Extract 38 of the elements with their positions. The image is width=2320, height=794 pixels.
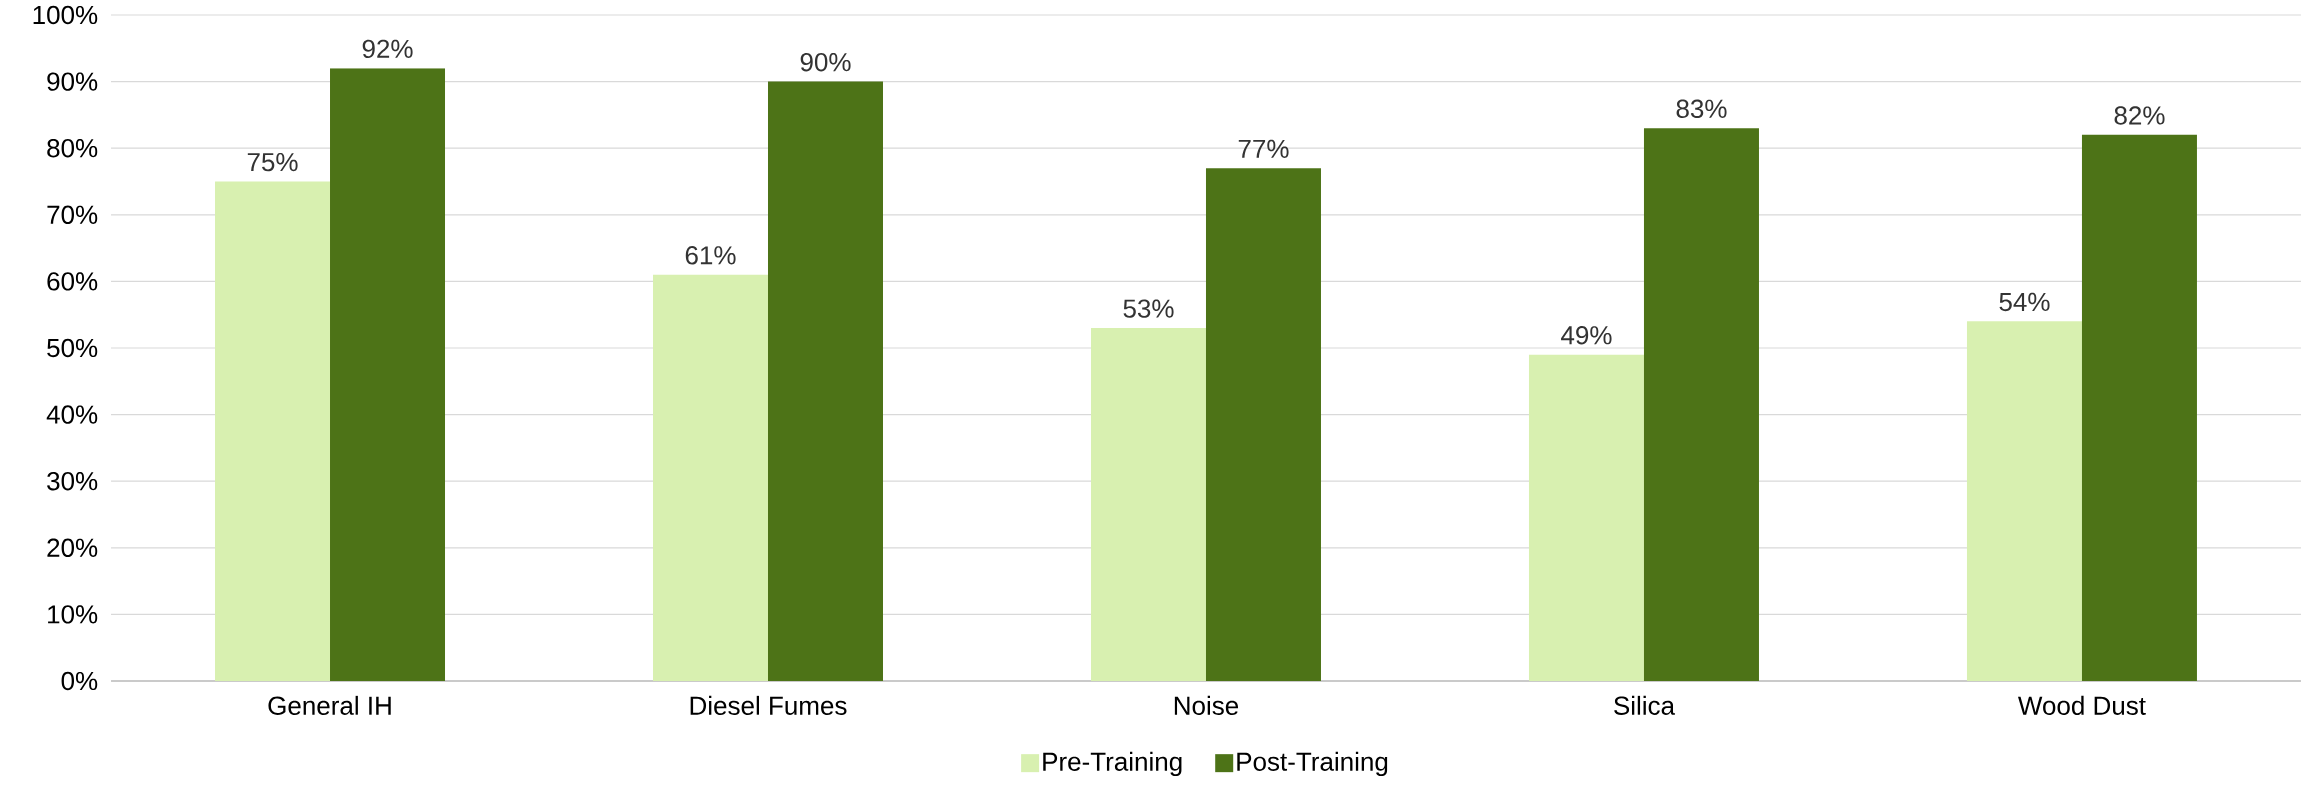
data-label: 49%: [1561, 326, 1612, 345]
bar: [1090, 328, 1206, 681]
y-tick-label: 100%: [33, 5, 98, 25]
y-tick-label: 60%: [47, 272, 98, 291]
data-label: 82%: [2114, 106, 2165, 125]
data-label: 75%: [247, 153, 298, 172]
y-tick-label: 0%: [61, 671, 98, 691]
bar: [330, 68, 446, 681]
bar: [768, 81, 883, 681]
x-tick-label: General IH: [268, 695, 391, 715]
data-label: 92%: [362, 39, 413, 59]
bar: [1643, 128, 1759, 681]
x-tick-label: Wood Dust: [2018, 695, 2146, 715]
x-tick-label: Silica: [1614, 695, 1676, 715]
y-tick-label: 20%: [47, 538, 98, 557]
legend-label: Pre-Training: [1043, 751, 1182, 777]
x-tick-label: Noise: [1174, 695, 1239, 715]
y-tick-label: 90%: [47, 72, 98, 91]
y-tick-label: 50%: [47, 338, 98, 358]
bar: [215, 181, 331, 681]
data-label: 61%: [685, 246, 736, 265]
bar: [2081, 134, 2197, 681]
bar: [1205, 168, 1321, 681]
y-tick-label: 10%: [48, 605, 98, 624]
bar: [1528, 354, 1644, 681]
data-label: 53%: [1123, 299, 1174, 318]
data-label: 83%: [1676, 99, 1727, 118]
data-label: 54%: [1999, 292, 2050, 312]
data-label: 90%: [800, 52, 851, 72]
y-tick-label: 80%: [47, 138, 98, 158]
legend-label: Post-Training: [1237, 751, 1388, 777]
y-tick-label: 30%: [47, 471, 98, 491]
data-label: 77%: [1238, 139, 1289, 158]
y-tick-label: 70%: [47, 205, 98, 224]
bar: [653, 274, 768, 681]
bar: [1966, 321, 2082, 681]
x-tick-label: Diesel Fumes: [690, 695, 847, 715]
y-tick-label: 40%: [46, 405, 98, 424]
